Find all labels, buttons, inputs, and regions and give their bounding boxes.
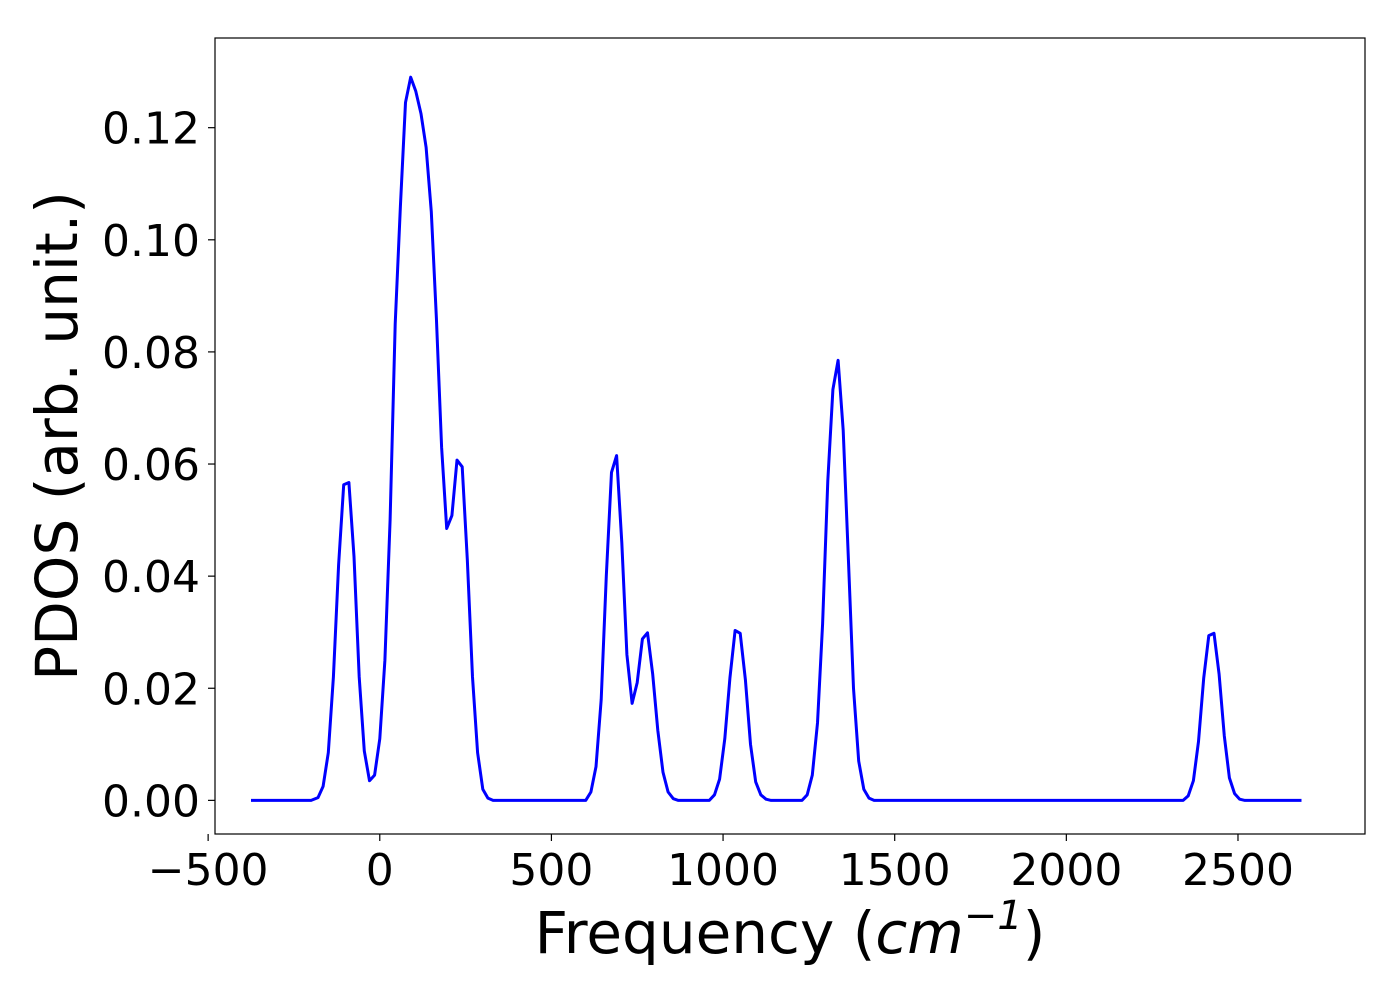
y-tick-label: 0.06: [102, 440, 200, 491]
x-tick-label: 2000: [1010, 845, 1122, 896]
x-tick-label: 1500: [839, 845, 951, 896]
y-tick-label: 0.04: [102, 552, 200, 603]
x-tick-label: 1000: [667, 845, 779, 896]
pdos-series-line: [251, 75, 1302, 802]
y-axis-ticks: 0.00 0.02 0.04 0.06 0.08 0.10 0.12: [102, 104, 215, 827]
y-tick-label: 0.08: [102, 328, 200, 379]
y-tick-label: 0.10: [102, 216, 200, 267]
y-tick-label: 0.02: [102, 664, 200, 715]
x-tick-label: 2500: [1182, 845, 1294, 896]
x-axis-label: Frequency (cm−1): [535, 893, 1046, 967]
x-tick-label: −500: [148, 845, 269, 896]
plot-frame: [214, 37, 1366, 835]
y-axis-label: PDOS (arb. unit.): [23, 191, 91, 681]
y-tick-label: 0.00: [102, 776, 200, 827]
x-tick-label: 0: [366, 845, 394, 896]
x-tick-label: 500: [509, 845, 593, 896]
y-tick-label: 0.12: [102, 104, 200, 155]
x-axis-ticks: −500 0 500 1000 1500 2000 2500: [148, 834, 1294, 896]
